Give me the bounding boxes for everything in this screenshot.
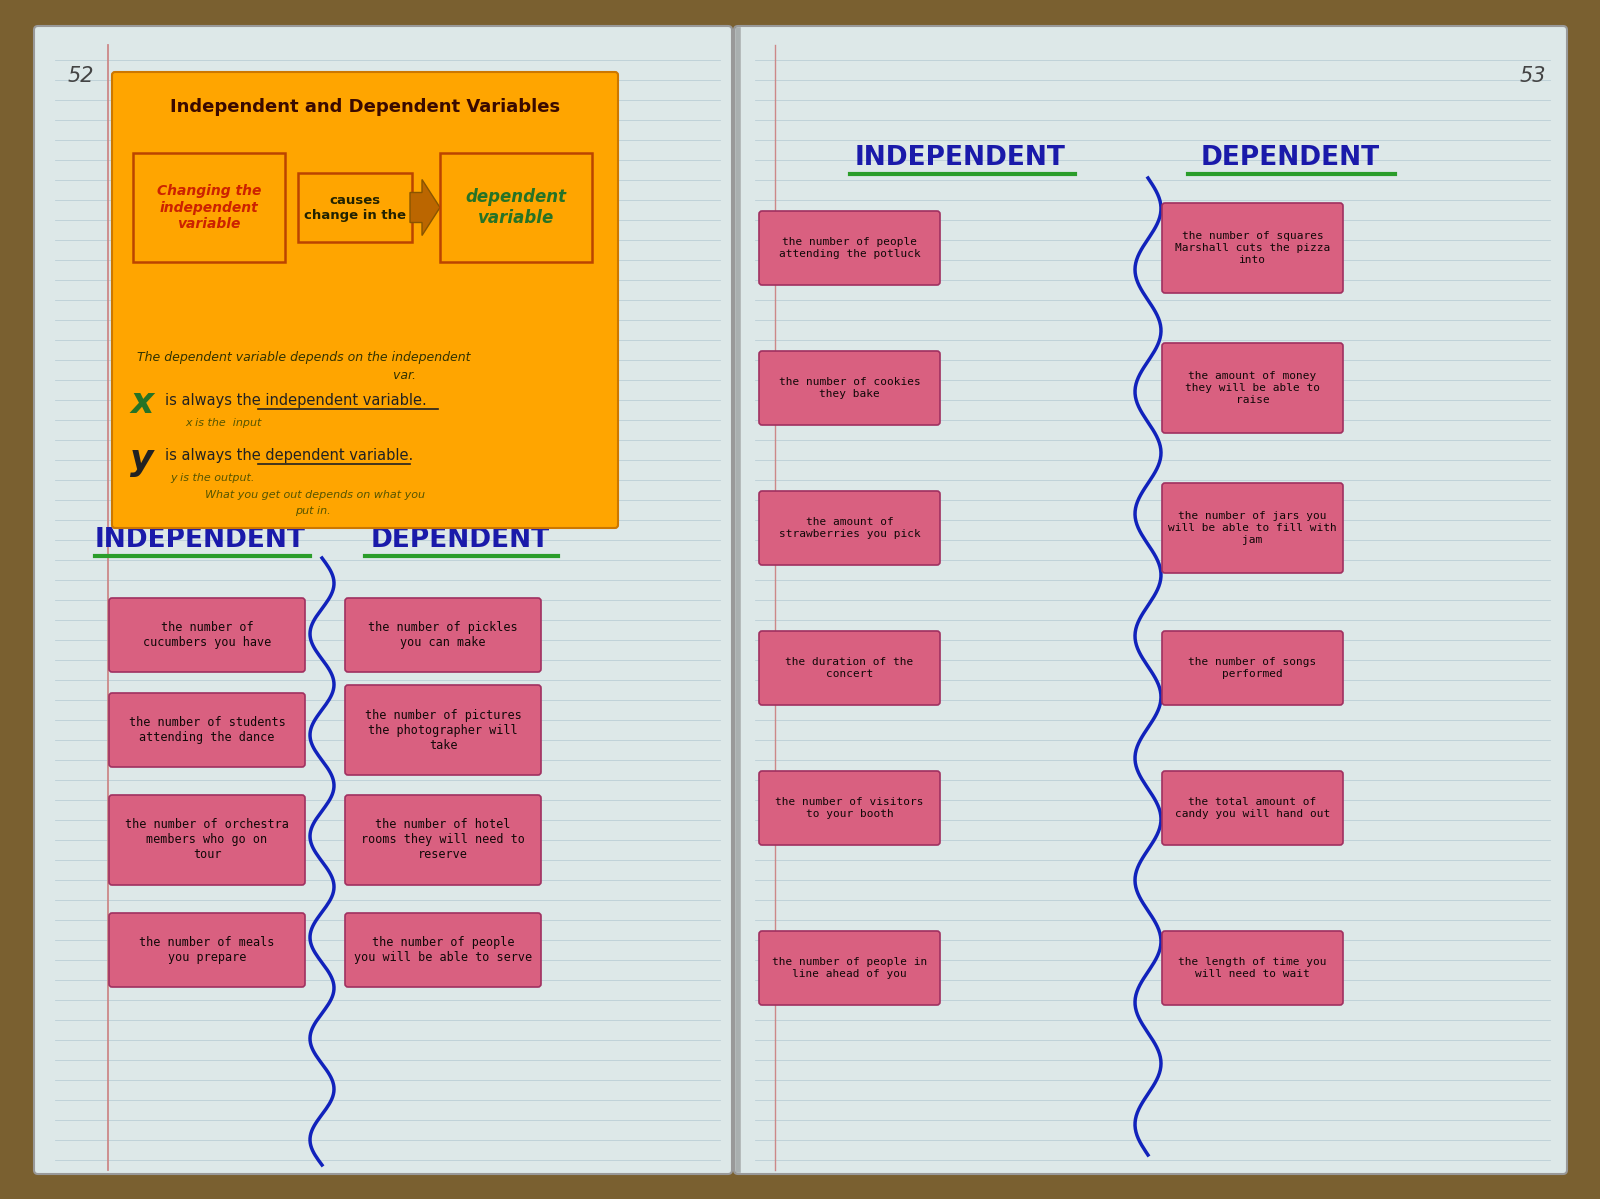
Text: y: y xyxy=(130,442,154,477)
Text: the number of songs
performed: the number of songs performed xyxy=(1189,657,1317,679)
FancyBboxPatch shape xyxy=(1162,483,1342,573)
Text: the number of squares
Marshall cuts the pizza
into: the number of squares Marshall cuts the … xyxy=(1174,231,1330,265)
Text: x: x xyxy=(130,386,154,420)
Text: What you get out depends on what you: What you get out depends on what you xyxy=(205,490,426,500)
Text: INDEPENDENT: INDEPENDENT xyxy=(854,145,1066,171)
FancyBboxPatch shape xyxy=(109,598,306,671)
FancyBboxPatch shape xyxy=(109,795,306,885)
Text: the number of meals
you prepare: the number of meals you prepare xyxy=(139,936,275,964)
Text: the amount of
strawberries you pick: the amount of strawberries you pick xyxy=(779,517,920,538)
Text: The dependent variable depends on the independent: The dependent variable depends on the in… xyxy=(138,350,470,363)
Text: INDEPENDENT: INDEPENDENT xyxy=(94,528,306,553)
Text: var.: var. xyxy=(138,368,416,381)
Polygon shape xyxy=(410,180,440,235)
Text: the number of pickles
you can make: the number of pickles you can make xyxy=(368,621,518,649)
FancyBboxPatch shape xyxy=(346,685,541,775)
FancyBboxPatch shape xyxy=(298,173,413,242)
FancyBboxPatch shape xyxy=(109,693,306,767)
Text: the number of orchestra
members who go on
tour: the number of orchestra members who go o… xyxy=(125,819,290,862)
FancyBboxPatch shape xyxy=(1162,771,1342,845)
Text: the number of people
attending the potluck: the number of people attending the potlu… xyxy=(779,237,920,259)
FancyBboxPatch shape xyxy=(112,72,618,528)
Text: dependent
variable: dependent variable xyxy=(466,188,566,227)
FancyBboxPatch shape xyxy=(133,153,285,263)
Text: the duration of the
concert: the duration of the concert xyxy=(786,657,914,679)
FancyBboxPatch shape xyxy=(758,631,941,705)
FancyBboxPatch shape xyxy=(1162,203,1342,293)
Text: is always the independent variable.: is always the independent variable. xyxy=(165,392,427,408)
FancyBboxPatch shape xyxy=(1162,930,1342,1005)
FancyBboxPatch shape xyxy=(346,598,541,671)
Text: the total amount of
candy you will hand out: the total amount of candy you will hand … xyxy=(1174,797,1330,819)
FancyBboxPatch shape xyxy=(758,351,941,424)
FancyBboxPatch shape xyxy=(109,912,306,987)
Text: is always the dependent variable.: is always the dependent variable. xyxy=(165,447,413,463)
Text: the number of hotel
rooms they will need to
reserve: the number of hotel rooms they will need… xyxy=(362,819,525,862)
Text: the number of jars you
will be able to fill with
jam: the number of jars you will be able to f… xyxy=(1168,512,1338,544)
Text: the number of pictures
the photographer will
take: the number of pictures the photographer … xyxy=(365,709,522,752)
Text: causes
change in the: causes change in the xyxy=(304,193,406,222)
FancyBboxPatch shape xyxy=(34,26,733,1174)
Text: put in.: put in. xyxy=(294,506,331,516)
FancyBboxPatch shape xyxy=(758,492,941,565)
FancyBboxPatch shape xyxy=(1162,631,1342,705)
Text: the number of visitors
to your booth: the number of visitors to your booth xyxy=(776,797,923,819)
FancyBboxPatch shape xyxy=(758,930,941,1005)
Text: 52: 52 xyxy=(67,66,94,86)
FancyBboxPatch shape xyxy=(758,211,941,285)
Text: Changing the
independent
variable: Changing the independent variable xyxy=(157,185,261,230)
Text: DEPENDENT: DEPENDENT xyxy=(371,528,549,553)
FancyBboxPatch shape xyxy=(734,26,1566,1174)
FancyBboxPatch shape xyxy=(346,912,541,987)
Text: y is the output.: y is the output. xyxy=(170,472,254,483)
Text: the length of time you
will need to wait: the length of time you will need to wait xyxy=(1178,957,1326,978)
FancyBboxPatch shape xyxy=(1162,343,1342,433)
Text: the number of people in
line ahead of you: the number of people in line ahead of yo… xyxy=(771,957,926,978)
FancyBboxPatch shape xyxy=(346,795,541,885)
Text: the amount of money
they will be able to
raise: the amount of money they will be able to… xyxy=(1186,372,1320,404)
Text: the number of
cucumbers you have: the number of cucumbers you have xyxy=(142,621,270,649)
Text: 53: 53 xyxy=(1520,66,1547,86)
FancyBboxPatch shape xyxy=(758,771,941,845)
Text: the number of people
you will be able to serve: the number of people you will be able to… xyxy=(354,936,533,964)
Text: x is the  input: x is the input xyxy=(186,418,261,428)
FancyBboxPatch shape xyxy=(440,153,592,263)
Text: DEPENDENT: DEPENDENT xyxy=(1200,145,1379,171)
Text: the number of cookies
they bake: the number of cookies they bake xyxy=(779,378,920,399)
Text: the number of students
attending the dance: the number of students attending the dan… xyxy=(128,716,285,745)
Text: Independent and Dependent Variables: Independent and Dependent Variables xyxy=(170,98,560,116)
